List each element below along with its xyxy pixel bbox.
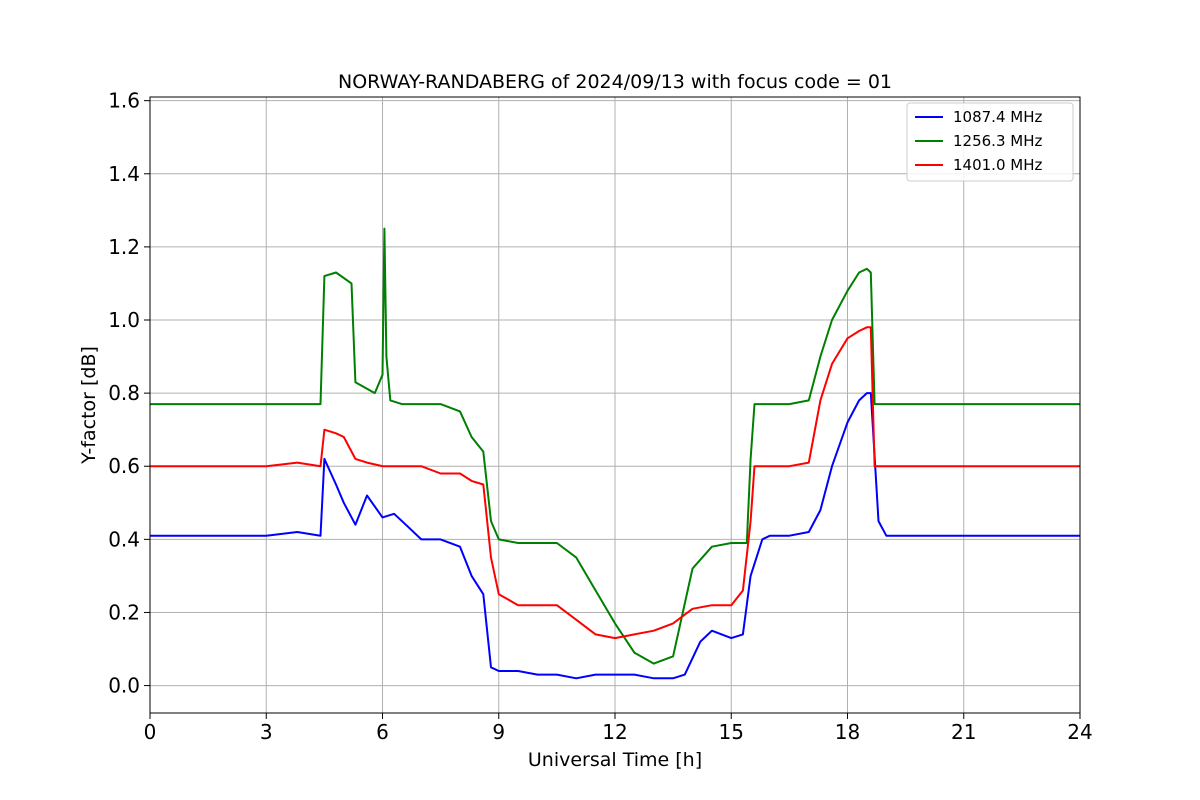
y-tick-label: 1.2 xyxy=(108,235,140,259)
y-tick-label: 0.2 xyxy=(108,600,140,624)
legend-label: 1087.4 MHz xyxy=(953,108,1042,126)
y-tick-label: 0.6 xyxy=(108,454,140,478)
x-tick-label: 12 xyxy=(602,720,627,744)
x-tick-label: 24 xyxy=(1067,720,1092,744)
series-line-0 xyxy=(150,392,1080,680)
y-tick-label: 0.8 xyxy=(108,381,140,405)
chart-title: NORWAY-RANDABERG of 2024/09/13 with focu… xyxy=(338,71,892,93)
x-axis-label: Universal Time [h] xyxy=(528,749,702,771)
x-tick-label: 18 xyxy=(835,720,860,744)
legend: 1087.4 MHz 1256.3 MHz 1401.0 MHz xyxy=(906,102,1074,182)
x-tick-label: 15 xyxy=(719,720,744,744)
y-axis-label: Y-factor [dB] xyxy=(78,346,100,465)
x-tick-label: 0 xyxy=(144,720,157,744)
legend-label: 1401.0 MHz xyxy=(953,156,1042,174)
y-tick-label: 1.6 xyxy=(108,89,140,113)
series-line-2 xyxy=(150,326,1080,640)
legend-label: 1256.3 MHz xyxy=(953,132,1042,150)
legend-box xyxy=(906,102,1074,182)
y-tick-label: 1.0 xyxy=(108,308,140,332)
y-tick-label: 1.4 xyxy=(108,162,140,186)
x-tick-label: 6 xyxy=(376,720,389,744)
y-tick-label: 0.4 xyxy=(108,527,140,551)
x-tick-label: 9 xyxy=(492,720,505,744)
series-group xyxy=(150,227,1080,680)
ticks: 0 3 6 9 12 15 18 21 24 0.0 0.2 0.4 0.6 0.8 1.0 1.2 1.4 1.… xyxy=(108,89,1093,744)
x-tick-label: 21 xyxy=(951,720,976,744)
series-line-1 xyxy=(150,227,1080,665)
y-tick-label: 0.0 xyxy=(108,674,140,698)
x-tick-label: 3 xyxy=(260,720,273,744)
